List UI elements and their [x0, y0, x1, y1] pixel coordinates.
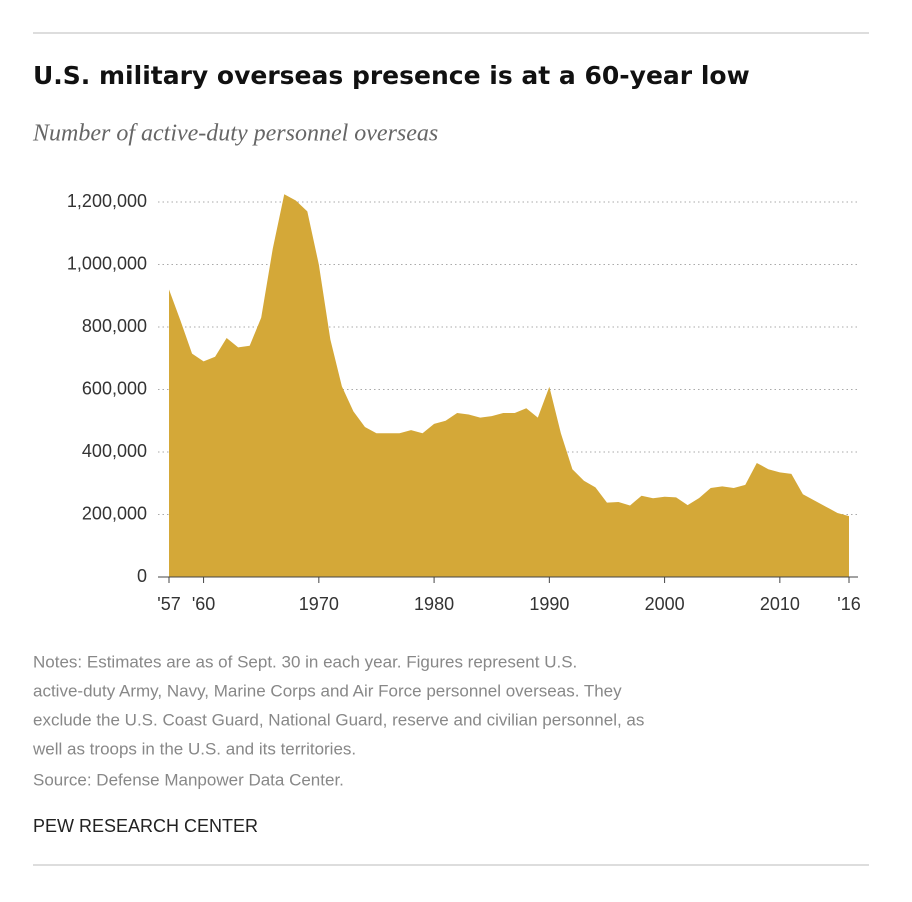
y-tick-label: 200,000 [82, 503, 147, 523]
y-tick-label: 600,000 [82, 378, 147, 398]
y-tick-label: 1,200,000 [67, 191, 147, 211]
note-line: active-duty Army, Navy, Marine Corps and… [33, 681, 622, 700]
x-tick-label: 2000 [645, 594, 685, 614]
x-tick-label: 1970 [299, 594, 339, 614]
note-line: exclude the U.S. Coast Guard, National G… [33, 710, 644, 729]
y-tick-label: 1,000,000 [67, 253, 147, 273]
x-tick-label: 1990 [529, 594, 569, 614]
note-line: Notes: Estimates are as of Sept. 30 in e… [33, 652, 577, 671]
chart-subtitle: Number of active-duty personnel overseas [32, 121, 438, 147]
y-tick-label: 0 [137, 566, 147, 586]
x-tick-label: '60 [192, 594, 215, 614]
source: Source: Defense Manpower Data Center. [33, 770, 344, 789]
x-tick-label: 1980 [414, 594, 454, 614]
x-tick-label: '57 [157, 594, 180, 614]
y-tick-label: 800,000 [82, 316, 147, 336]
y-tick-label: 400,000 [82, 441, 147, 461]
note-line: well as troops in the U.S. and its terri… [32, 739, 356, 758]
x-tick-label: '16 [837, 594, 860, 614]
x-tick-label: 2010 [760, 594, 800, 614]
chart-title: U.S. military overseas presence is at a … [33, 61, 750, 90]
area [169, 194, 849, 577]
credit: PEW RESEARCH CENTER [33, 816, 258, 836]
